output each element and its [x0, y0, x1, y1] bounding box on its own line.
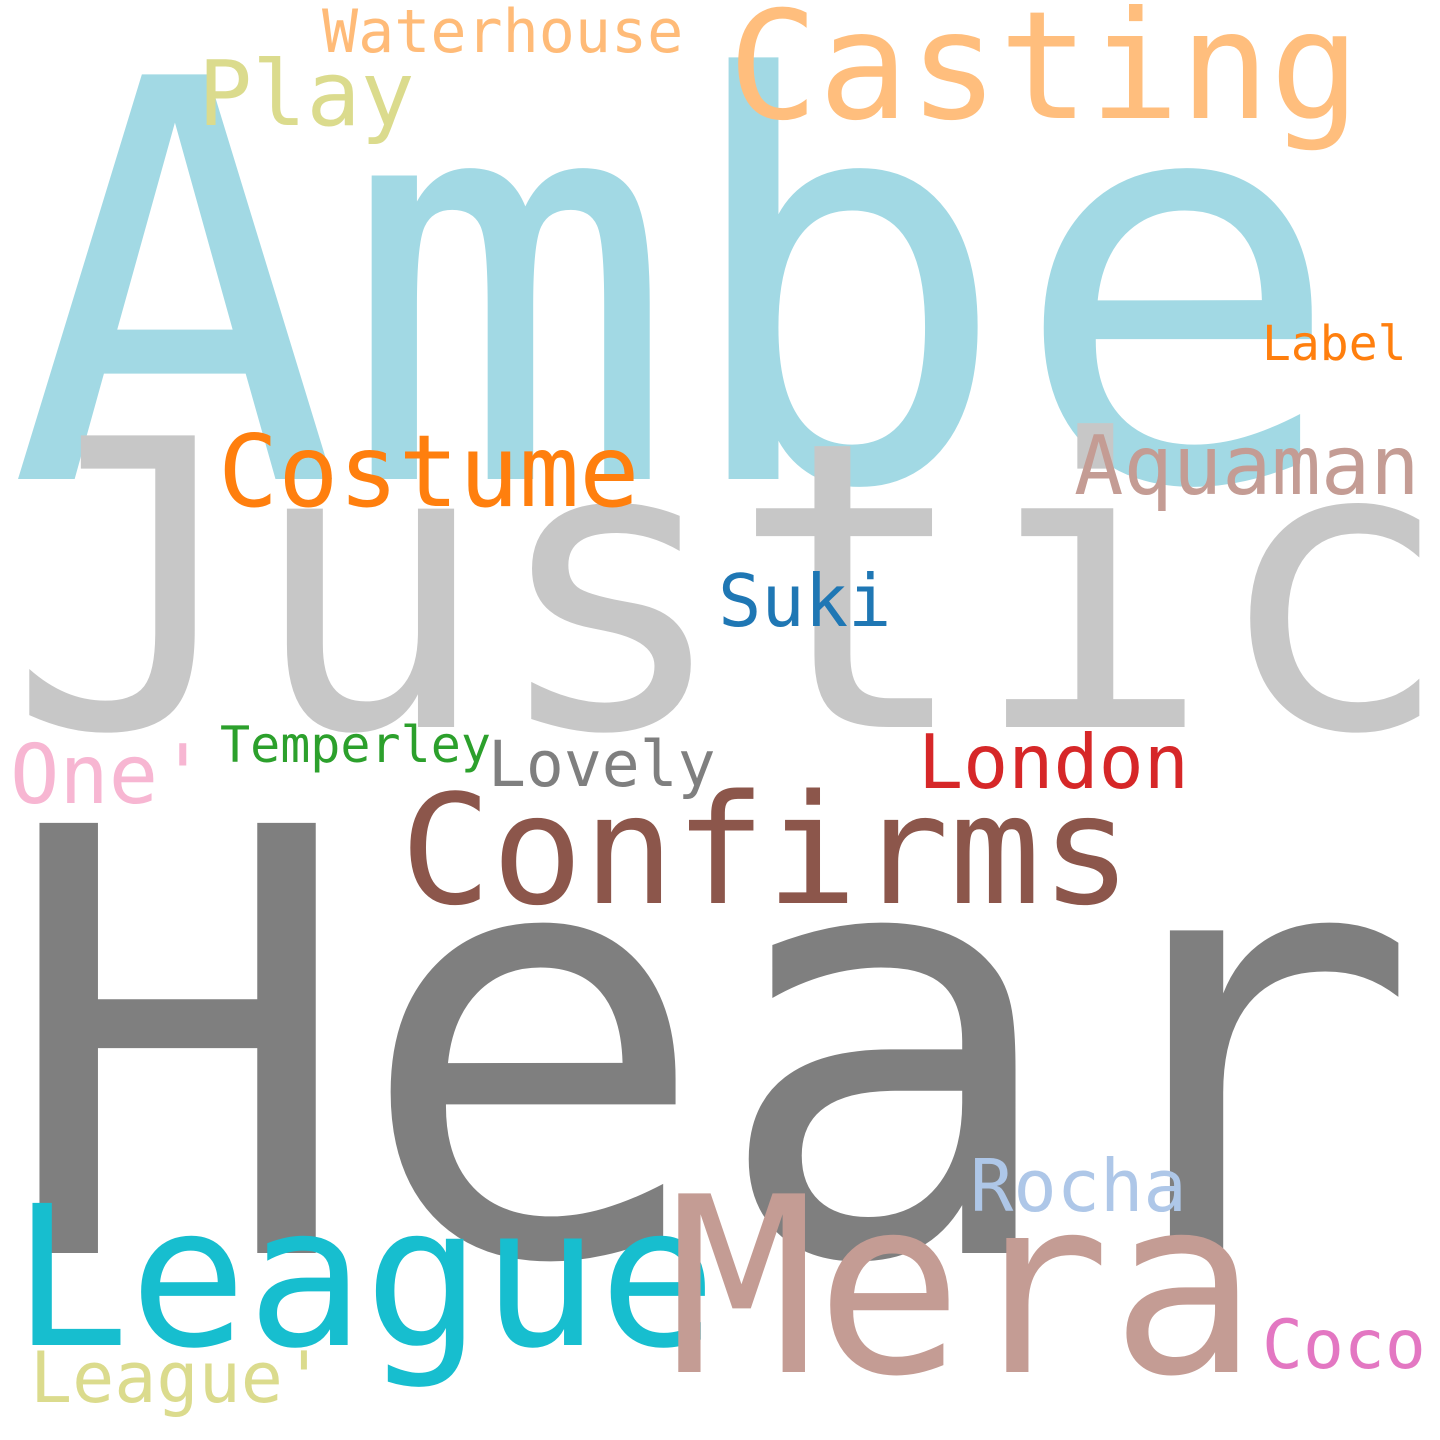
word-lovely: Lovely [488, 728, 716, 801]
word-temperley: Temperley [220, 716, 491, 774]
word-league: League [12, 1164, 717, 1391]
word-confirms: Confirms [400, 762, 1133, 939]
word-casting: Casting [728, 0, 1361, 154]
word-london: London [918, 718, 1189, 806]
word-play: Play [198, 42, 415, 147]
word-coco: Coco [1262, 1306, 1426, 1385]
word-rocha: Rocha [970, 1144, 1187, 1228]
word-costume: Costume [218, 413, 640, 530]
word-waterhouse: Waterhouse [322, 0, 684, 67]
word-aquaman: Aquaman [1074, 419, 1420, 514]
word-league-quote: League' [30, 1337, 326, 1419]
word-suki: Suki [718, 559, 892, 643]
word-heard: Heard [0, 706, 1440, 1393]
word-label: Label [1262, 316, 1407, 372]
word-justice: Justice [8, 357, 1440, 822]
word-mera: Mera [668, 1145, 1259, 1430]
word-one: One' [10, 728, 208, 823]
word-amber: Amber [8, 0, 1440, 610]
